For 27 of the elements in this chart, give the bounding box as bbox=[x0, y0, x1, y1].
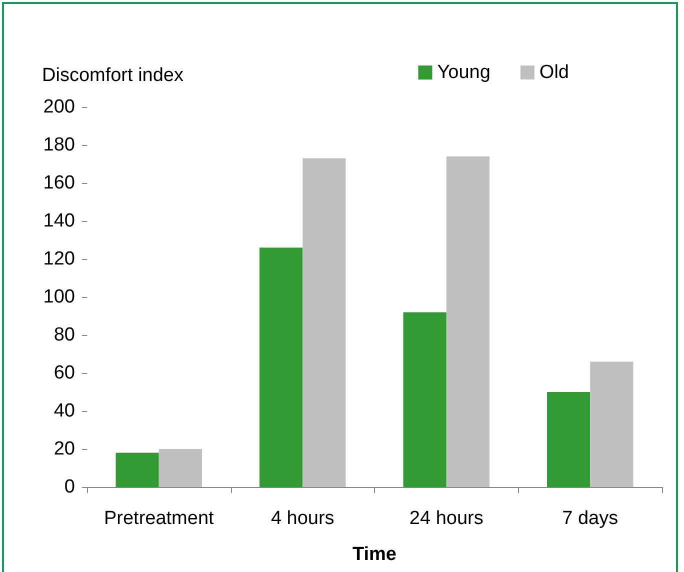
y-tick-label: 40 bbox=[54, 400, 75, 422]
x-axis-title: Time bbox=[352, 544, 397, 565]
y-tick-label: 0 bbox=[64, 476, 75, 498]
bar bbox=[590, 362, 634, 487]
x-tick-label: 7 days bbox=[562, 508, 618, 529]
y-tick-label: 120 bbox=[43, 248, 75, 270]
y-tick-label: 180 bbox=[43, 134, 75, 156]
y-tick-label: 140 bbox=[43, 210, 75, 232]
legend-label: Old bbox=[539, 62, 570, 83]
y-tick-label: 160 bbox=[43, 172, 75, 194]
legend-label: Young bbox=[437, 62, 490, 83]
y-tick-label: 60 bbox=[54, 362, 75, 384]
bar bbox=[260, 248, 303, 487]
y-tick-label: 200 bbox=[43, 96, 75, 118]
bar bbox=[116, 452, 159, 487]
y-tick-label: 20 bbox=[54, 438, 75, 460]
x-tick-label: 4 hours bbox=[270, 508, 334, 529]
bar bbox=[446, 156, 490, 487]
y-tick-label: 80 bbox=[54, 324, 75, 346]
y-tick-label: 100 bbox=[43, 286, 75, 308]
bar bbox=[547, 392, 590, 487]
x-tick-label: 24 hours bbox=[409, 508, 484, 529]
bar bbox=[158, 449, 202, 487]
x-tick-label: Pretreatment bbox=[104, 508, 215, 529]
bar bbox=[302, 158, 346, 487]
y-axis-title: Discomfort index bbox=[42, 65, 184, 86]
bar bbox=[403, 312, 446, 487]
